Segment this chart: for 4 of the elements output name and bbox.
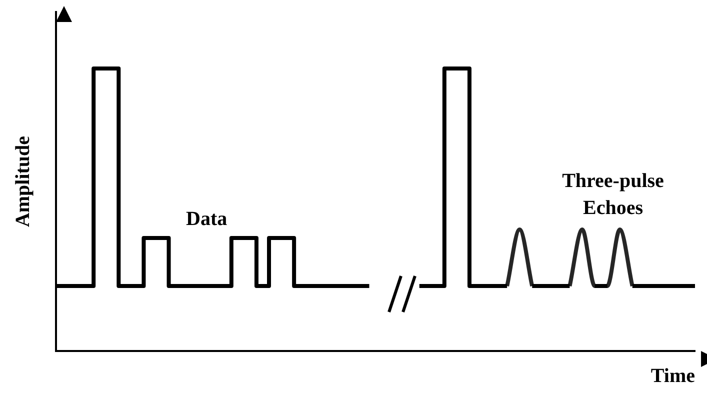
annotation: Three-pulse Echoes — [561, 169, 665, 221]
annotation: Data — [186, 207, 228, 232]
y-axis-title: Amplitude — [12, 136, 34, 228]
x-axis-title: Time — [650, 365, 696, 388]
